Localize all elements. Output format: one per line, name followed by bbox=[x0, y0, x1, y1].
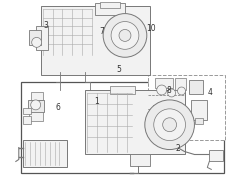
Circle shape bbox=[168, 89, 176, 97]
Text: 6: 6 bbox=[55, 103, 60, 112]
Bar bbox=[23, 108, 31, 114]
Bar bbox=[209, 150, 223, 161]
Bar bbox=[31, 92, 43, 100]
Circle shape bbox=[32, 37, 42, 47]
Bar bbox=[190, 80, 203, 94]
Text: 10: 10 bbox=[146, 24, 156, 33]
Circle shape bbox=[178, 87, 185, 95]
Circle shape bbox=[111, 22, 139, 49]
Circle shape bbox=[119, 30, 131, 41]
Bar bbox=[155, 78, 173, 88]
Circle shape bbox=[145, 100, 194, 150]
Text: 4: 4 bbox=[208, 88, 213, 97]
Bar bbox=[29, 30, 41, 45]
Circle shape bbox=[31, 100, 41, 110]
Circle shape bbox=[103, 14, 147, 57]
Text: 2: 2 bbox=[175, 144, 180, 153]
Circle shape bbox=[157, 85, 167, 95]
Bar bbox=[21, 82, 224, 173]
Bar bbox=[100, 2, 120, 8]
Bar bbox=[148, 75, 225, 140]
Bar bbox=[195, 118, 203, 124]
Bar bbox=[36, 26, 48, 50]
Bar bbox=[28, 100, 44, 112]
Text: 1: 1 bbox=[94, 97, 99, 106]
Bar bbox=[192, 100, 207, 120]
Bar bbox=[95, 3, 125, 15]
Text: 8: 8 bbox=[167, 86, 172, 95]
Bar bbox=[41, 6, 150, 75]
Bar bbox=[110, 86, 135, 94]
Bar bbox=[23, 140, 67, 167]
Text: 3: 3 bbox=[43, 21, 48, 30]
Bar bbox=[130, 154, 150, 166]
Bar bbox=[175, 78, 186, 90]
Circle shape bbox=[163, 118, 177, 132]
Bar bbox=[23, 116, 31, 124]
Bar bbox=[153, 105, 171, 113]
Text: 7: 7 bbox=[99, 28, 104, 37]
Text: 5: 5 bbox=[116, 65, 121, 74]
Circle shape bbox=[154, 109, 185, 141]
Bar bbox=[29, 112, 43, 121]
Bar bbox=[85, 90, 184, 154]
